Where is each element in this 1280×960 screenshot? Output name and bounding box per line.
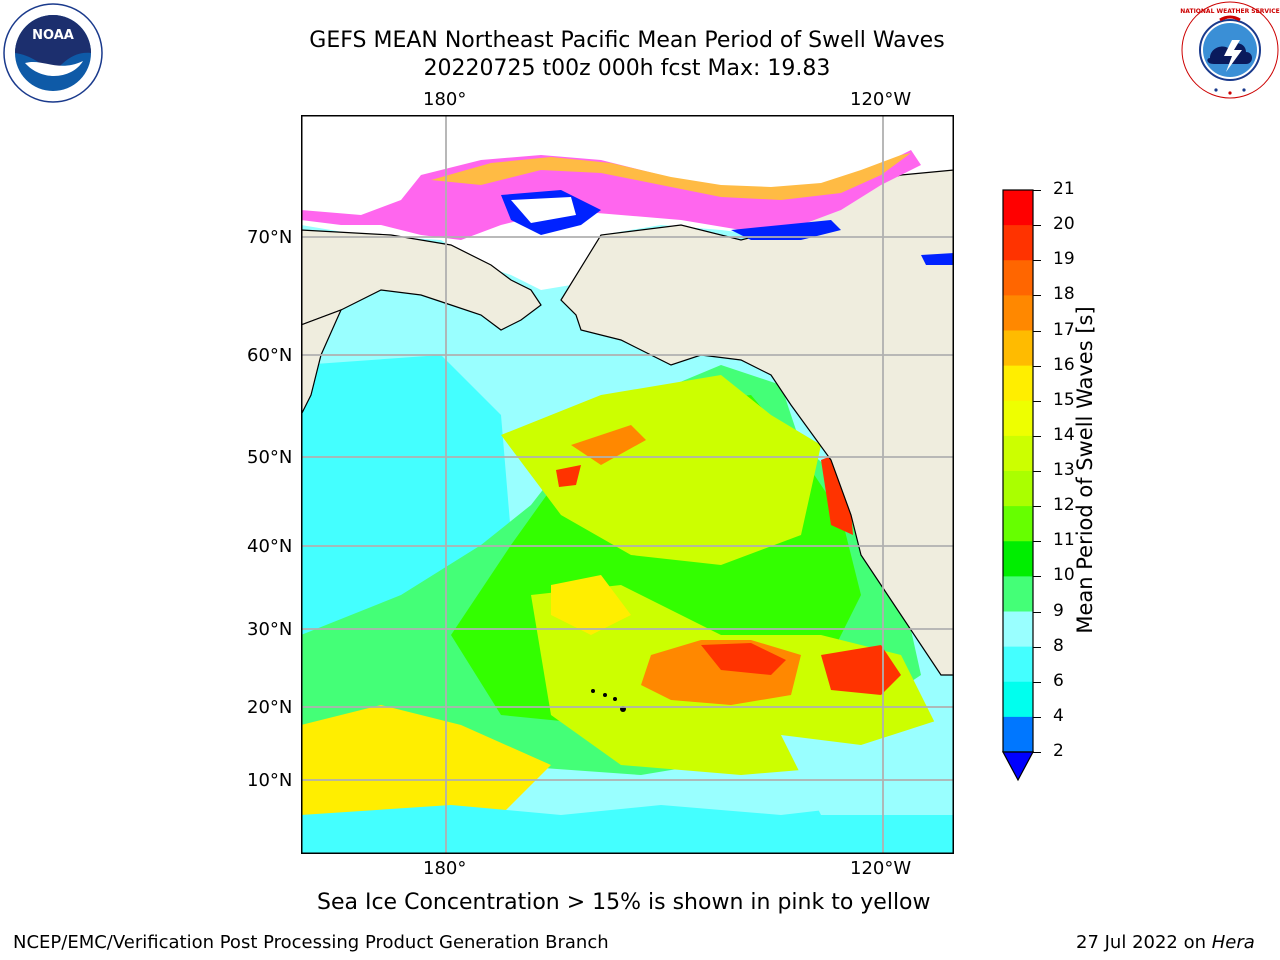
lon-label-bottom-120w: 120°W	[850, 858, 912, 879]
lat-label-20n: 20°N	[247, 697, 293, 718]
colorbar-tick-label: 12	[1053, 495, 1075, 516]
cyan-south-band	[301, 795, 954, 854]
open-ice-white	[511, 197, 576, 223]
lat-label-50n: 50°N	[247, 447, 293, 468]
colorbar-tick-label: 15	[1053, 389, 1075, 410]
colorbar-segment	[1003, 506, 1033, 542]
colorbar-extend-arrow	[1001, 751, 1035, 782]
colorbar-tick-mark	[1033, 295, 1041, 297]
land-kamchatka	[301, 308, 343, 416]
colorbar-segment	[1003, 365, 1033, 402]
colorbar-segment	[1003, 190, 1033, 226]
colorbar-tick-mark	[1033, 611, 1041, 613]
colorbar-segment	[1003, 260, 1033, 296]
colorbar-tick-label: 8	[1053, 635, 1064, 656]
lat-label-60n: 60°N	[247, 345, 293, 366]
noaa-logo: NOAA	[3, 3, 103, 103]
colorbar-segment	[1003, 295, 1033, 331]
colorbar-segment	[1003, 225, 1033, 261]
colorbar-segment	[1003, 435, 1033, 472]
noaa-logo-text: NOAA	[32, 28, 74, 43]
hawaii-island-2	[603, 693, 607, 697]
hawaii-island-3	[613, 697, 617, 701]
nws-logo-text: NATIONAL WEATHER SERVICE	[1180, 8, 1279, 15]
red-patch-north	[556, 465, 581, 487]
colorbar-tick-label: 19	[1053, 249, 1075, 270]
map-gridlines	[301, 115, 954, 854]
colorbar-label: Mean Period of Swell Waves [s]	[1073, 306, 1097, 634]
sea-ice-pink	[301, 150, 921, 240]
colorbar-segment	[1003, 541, 1033, 577]
colorbar-tick-label: 18	[1053, 284, 1075, 305]
red-patch-1	[701, 643, 786, 675]
colorbar-tick-mark	[1033, 365, 1041, 367]
colorbar-tick-label: 10	[1053, 565, 1075, 586]
colorbar-tick-label: 2	[1053, 741, 1064, 761]
hawaii-island-1	[591, 689, 595, 693]
colorbar-segment	[1003, 716, 1033, 753]
colorbar-tick-label: 13	[1053, 460, 1075, 480]
red-patch-2	[821, 645, 901, 695]
lat-label-70n: 70°N	[247, 227, 293, 248]
orange-patch-north	[571, 425, 646, 465]
sea-ice-orange	[431, 153, 911, 200]
colorbar-tick-mark	[1033, 471, 1041, 472]
sea-ice-note: Sea Ice Concentration > 15% is shown in …	[317, 890, 931, 915]
colorbar-tick-mark	[1033, 576, 1041, 578]
colorbar-tick-mark	[1033, 225, 1041, 227]
land-chukotka	[301, 229, 542, 331]
colorbar-segment	[1003, 611, 1033, 648]
yellow-central	[551, 575, 631, 635]
footer-left: NCEP/EMC/Verification Post Processing Pr…	[13, 932, 609, 953]
lon-label-bottom-180: 180°	[423, 858, 467, 879]
colorbar-tick-label: 14	[1053, 424, 1075, 445]
colorbar-tick-label: 4	[1053, 705, 1064, 726]
colorbar-tick-label: 16	[1053, 354, 1075, 375]
colorbar-tick-mark	[1033, 330, 1041, 332]
chart-title: GEFS MEAN Northeast Pacific Mean Period …	[309, 28, 945, 53]
colorbar-tick-label: 9	[1053, 600, 1064, 621]
map-panel	[301, 115, 954, 854]
colorbar-tick-label: 17	[1053, 319, 1075, 340]
colorbar-tick-label: 6	[1053, 670, 1064, 691]
colorbar-tick-mark	[1033, 435, 1041, 437]
nws-logo: NATIONAL WEATHER SERVICE	[1180, 1, 1280, 99]
sea-ice-blue-3	[921, 253, 954, 265]
lat-label-10n: 10°N	[247, 770, 293, 791]
sea-ice-blue-2	[731, 220, 841, 240]
yellowgreen-north	[501, 375, 821, 565]
colorbar-tick-label: 11	[1053, 530, 1075, 551]
colorbar-segment	[1003, 646, 1033, 683]
lon-label-top-120w: 120°W	[850, 89, 912, 110]
colorbar-segment	[1003, 330, 1033, 367]
chart-subtitle: 20220725 t00z 000h fcst Max: 19.83	[423, 56, 831, 81]
footer-machine: Hera	[1211, 932, 1255, 953]
cyan-west-region	[301, 355, 511, 675]
colorbar-tick-mark	[1033, 190, 1041, 191]
colorbar-segment	[1003, 400, 1033, 437]
map-frame	[301, 115, 954, 854]
footer-right: 27 Jul 2022 on Hera	[1076, 932, 1255, 953]
colorbar-tick-mark	[1033, 541, 1041, 543]
colorbar-tick-mark	[1033, 752, 1041, 753]
colorbar-segment	[1003, 681, 1033, 718]
colorbar-tick-mark	[1033, 646, 1041, 648]
lat-label-30n: 30°N	[247, 619, 293, 640]
colorbar-tick-mark	[1033, 506, 1041, 508]
colorbar-segment	[1003, 576, 1033, 612]
ocean-southeast	[781, 715, 954, 815]
footer-date: 27 Jul 2022 on	[1076, 932, 1212, 953]
colorbar-tick-mark	[1033, 260, 1041, 262]
colorbar-tick-mark	[1033, 400, 1041, 402]
colorbar-tick-label: 20	[1053, 214, 1075, 235]
yellow-southwest	[301, 705, 551, 825]
colorbar-tick-label: 21	[1053, 179, 1075, 199]
colorbar-tick-mark	[1033, 681, 1041, 683]
lon-label-top-180: 180°	[423, 89, 467, 110]
colorbar-segment	[1003, 471, 1033, 507]
colorbar-tick-mark	[1033, 716, 1041, 718]
colorbar	[1001, 189, 1035, 782]
lat-label-40n: 40°N	[247, 536, 293, 557]
